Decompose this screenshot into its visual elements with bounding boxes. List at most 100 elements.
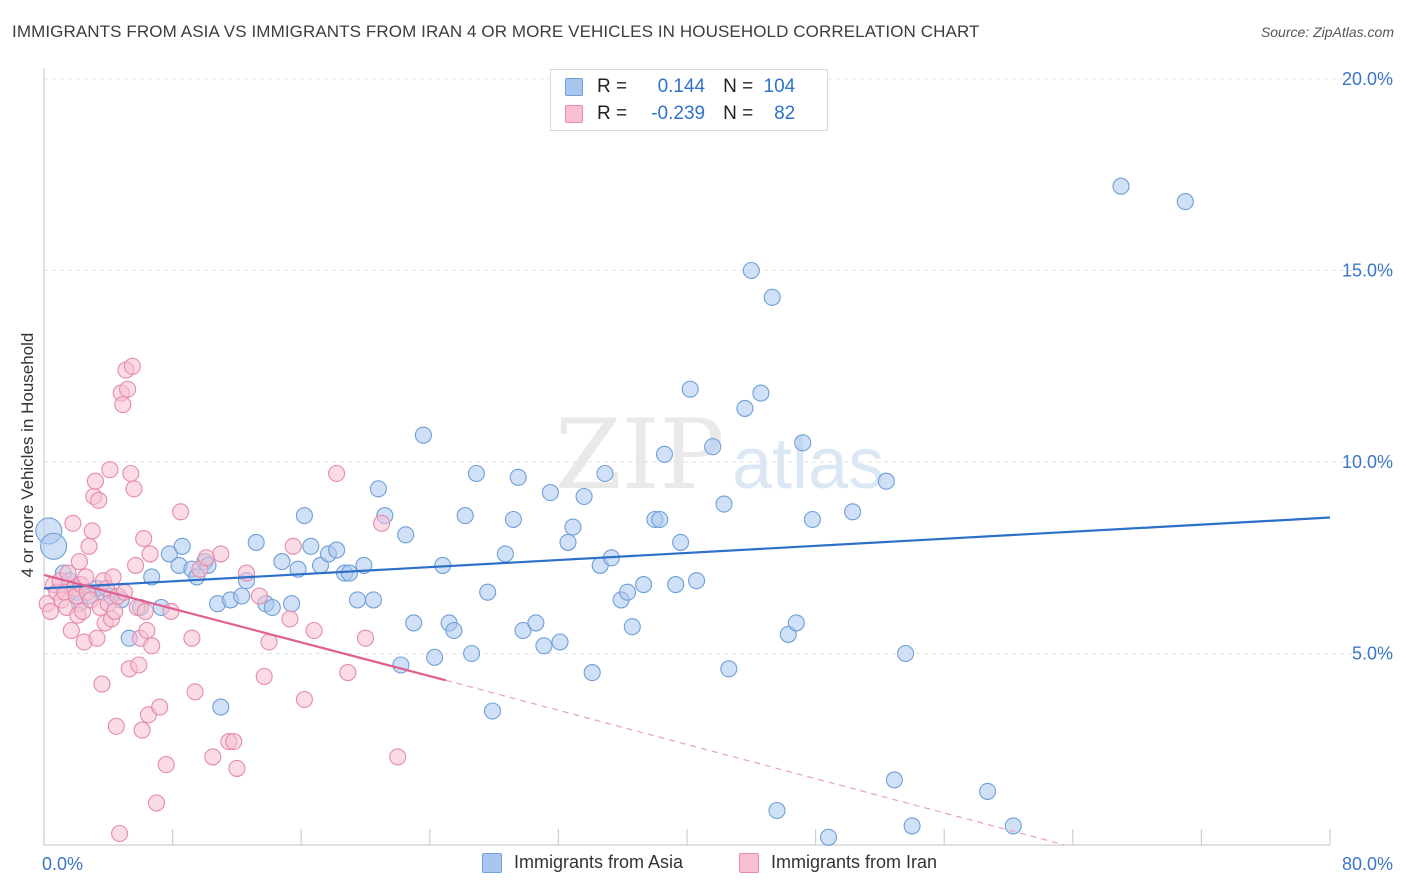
trend-lines (43, 516, 1331, 846)
point-asia (575, 487, 593, 506)
trend-line-iran (43, 573, 447, 682)
point-asia (483, 702, 502, 720)
point-asia (143, 568, 161, 586)
y-tick-label: 20.0% (1342, 69, 1393, 89)
point-asia (736, 399, 754, 417)
point-asia (618, 583, 637, 601)
point-iran (64, 514, 82, 532)
point-asia (672, 533, 690, 551)
point-asia (559, 533, 577, 551)
point-asia (635, 576, 653, 594)
point-asia (467, 464, 485, 483)
point-iran (143, 637, 161, 655)
watermark: ZIP atlas (555, 399, 884, 511)
point-asia (787, 614, 805, 632)
point-asia (479, 583, 497, 601)
point-iran (138, 621, 156, 640)
y-tick-label: 10.0% (1342, 452, 1393, 472)
point-iran (119, 380, 137, 398)
point-asia (688, 572, 706, 590)
legend-r-value: -0.239 (651, 103, 706, 124)
legend-row-iran: R = -0.239 N = 82 (565, 103, 795, 125)
point-asia (405, 614, 423, 632)
point-asia (348, 591, 367, 609)
point-iran (255, 667, 273, 686)
point-asia (623, 618, 641, 636)
bottom-legend-swatch-asia (482, 852, 502, 873)
point-asia (903, 817, 921, 835)
point-asia (302, 537, 320, 555)
point-asia (819, 828, 838, 846)
point-iran (389, 748, 407, 766)
point-iran (284, 537, 302, 555)
point-asia (742, 261, 760, 280)
point-asia (263, 598, 281, 617)
point-iran (135, 530, 153, 548)
y-tick-label: 5.0% (1352, 644, 1393, 664)
point-iran (88, 629, 106, 647)
point-asia (369, 480, 387, 498)
point-iran (123, 357, 141, 375)
point-asia (173, 537, 191, 555)
x-tick-label-max: 80.0% (1342, 854, 1393, 874)
legend-r-label: R = (597, 103, 628, 124)
point-asia (763, 288, 781, 306)
point-asia (651, 510, 669, 529)
point-asia (160, 545, 178, 563)
point-asia (463, 644, 481, 663)
point-iran (104, 568, 122, 586)
legend-n-value: 82 (774, 103, 796, 124)
point-asia (564, 518, 582, 536)
point-asia (596, 464, 614, 483)
point-iran (130, 656, 148, 674)
point-asia (979, 782, 997, 800)
point-iran (77, 568, 95, 586)
point-asia (340, 564, 358, 582)
point-asia (397, 526, 415, 544)
point-asia (877, 472, 895, 490)
legend-swatch-iran (565, 105, 583, 123)
point-asia (1176, 193, 1194, 211)
legend-n-label: N = (723, 103, 754, 124)
point-iran (90, 491, 108, 509)
point-asia (456, 507, 474, 525)
point-iran (373, 514, 391, 532)
point-iran (106, 602, 124, 620)
legend-row-asia: R = 0.144 N = 104 (565, 76, 795, 98)
legend-n-value: 104 (763, 76, 796, 97)
legend-swatch-asia (565, 78, 583, 96)
point-iran (101, 461, 119, 479)
point-asia (768, 801, 786, 820)
watermark-atlas: atlas (732, 424, 884, 504)
point-iran (228, 759, 246, 777)
point-asia (445, 621, 463, 640)
point-iran (328, 464, 346, 483)
point-asia (212, 698, 230, 716)
point-asia (803, 510, 821, 529)
point-asia (681, 380, 699, 398)
point-iran (186, 683, 204, 701)
point-asia (715, 495, 733, 513)
point-asia (414, 426, 432, 444)
point-iran (172, 503, 190, 521)
point-asia (667, 576, 685, 594)
trend-line-iran-extension (445, 679, 1065, 846)
point-asia (273, 553, 291, 571)
point-iran (212, 545, 230, 563)
point-asia (844, 503, 862, 521)
point-asia (583, 664, 601, 682)
point-asia (509, 468, 527, 486)
point-iran (295, 690, 313, 709)
legend-r-label: R = (597, 76, 628, 97)
point-iran (41, 602, 59, 620)
point-iran (356, 629, 375, 647)
point-iran (157, 756, 175, 774)
point-iran (151, 698, 169, 716)
tick-labels: 5.0% 10.0% 15.0% 20.0% 0.0% 80.0% (42, 69, 1393, 874)
point-iran (250, 587, 268, 605)
point-asia (328, 541, 346, 559)
point-asia (40, 532, 68, 560)
point-iran (111, 824, 129, 843)
source-credit: Source: ZipAtlas.com (1260, 24, 1394, 40)
